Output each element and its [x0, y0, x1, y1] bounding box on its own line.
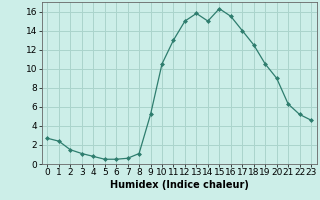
X-axis label: Humidex (Indice chaleur): Humidex (Indice chaleur) [110, 180, 249, 190]
